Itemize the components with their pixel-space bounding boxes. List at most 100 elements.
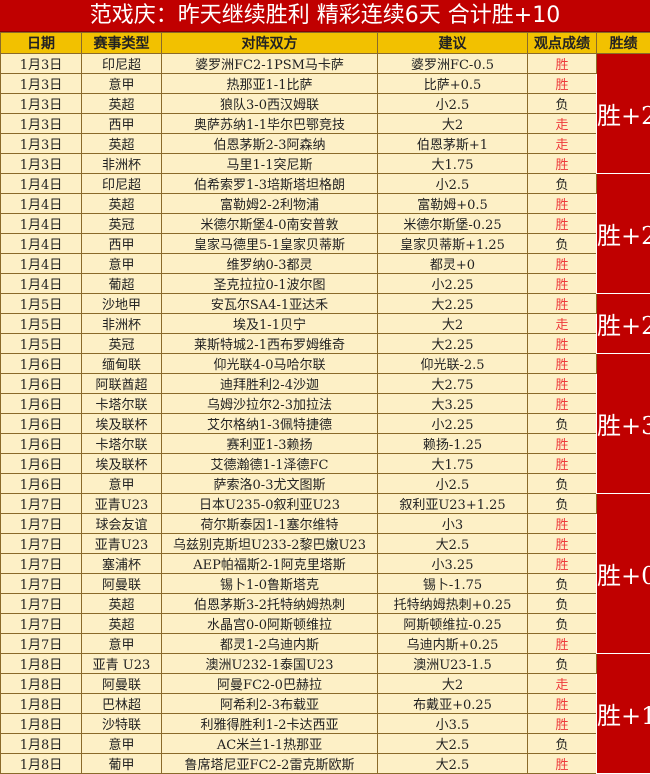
results-table: 日期 赛事类型 对阵双方 建议 观点成绩 胜绩 1月3日印尼超婆罗洲FC2-1P…: [0, 32, 650, 774]
date-cell: 1月4日: [1, 194, 82, 214]
suggestion-cell: 小3: [378, 514, 528, 534]
match-cell: 鲁席塔尼亚FC2-2雷克斯欧斯: [162, 754, 378, 774]
suggestion-cell: 米德尔斯堡-0.25: [378, 214, 528, 234]
suggestion-cell: 小2.25: [378, 274, 528, 294]
league-cell: 阿曼联: [82, 674, 162, 694]
league-cell: 埃及联杯: [82, 414, 162, 434]
result-cell: 胜: [528, 54, 597, 74]
match-cell: 奥萨苏纳1-1毕尔巴鄂竞技: [162, 114, 378, 134]
league-cell: 英超: [82, 594, 162, 614]
suggestion-cell: 大2.25: [378, 334, 528, 354]
league-cell: 英冠: [82, 334, 162, 354]
league-cell: 阿曼联: [82, 574, 162, 594]
match-cell: 乌姆沙拉尔2-3加拉法: [162, 394, 378, 414]
result-cell: 胜: [528, 294, 597, 314]
suggestion-cell: 大2.5: [378, 534, 528, 554]
suggestion-cell: 婆罗洲FC-0.5: [378, 54, 528, 74]
suggestion-cell: 大1.75: [378, 154, 528, 174]
match-cell: 富勒姆2-2利物浦: [162, 194, 378, 214]
match-cell: 锡卜1-0鲁斯塔克: [162, 574, 378, 594]
date-cell: 1月5日: [1, 294, 82, 314]
date-cell: 1月3日: [1, 154, 82, 174]
group-summary: 胜+3: [597, 354, 650, 494]
header-league: 赛事类型: [82, 33, 162, 54]
suggestion-cell: 小2.5: [378, 474, 528, 494]
result-cell: 负: [528, 594, 597, 614]
match-cell: 艾尔格纳1-3佩特捷德: [162, 414, 378, 434]
league-cell: 英超: [82, 614, 162, 634]
league-cell: 葡超: [82, 274, 162, 294]
match-cell: 莱斯特城2-1西布罗姆维奇: [162, 334, 378, 354]
match-cell: 利雅得胜利1-2卡达西亚: [162, 714, 378, 734]
match-cell: 仰光联4-0马哈尔联: [162, 354, 378, 374]
date-cell: 1月8日: [1, 694, 82, 714]
match-cell: 都灵1-2乌迪内斯: [162, 634, 378, 654]
league-cell: 意甲: [82, 734, 162, 754]
suggestion-cell: 小2.5: [378, 94, 528, 114]
result-cell: 胜: [528, 274, 597, 294]
date-cell: 1月4日: [1, 254, 82, 274]
date-cell: 1月4日: [1, 214, 82, 234]
suggestion-cell: 小2.25: [378, 414, 528, 434]
suggestion-cell: 澳洲U23-1.5: [378, 654, 528, 674]
date-cell: 1月6日: [1, 374, 82, 394]
date-cell: 1月7日: [1, 614, 82, 634]
date-cell: 1月6日: [1, 434, 82, 454]
match-cell: 萨索洛0-3尤文图斯: [162, 474, 378, 494]
result-cell: 胜: [528, 394, 597, 414]
result-cell: 走: [528, 314, 597, 334]
result-cell: 胜: [528, 434, 597, 454]
suggestion-cell: 叙利亚U23+1.25: [378, 494, 528, 514]
league-cell: 卡塔尔联: [82, 394, 162, 414]
league-cell: 亚青 U23: [82, 654, 162, 674]
league-cell: 亚青U23: [82, 494, 162, 514]
result-cell: 胜: [528, 334, 597, 354]
suggestion-cell: 都灵+0: [378, 254, 528, 274]
match-cell: 热那亚1-1比萨: [162, 74, 378, 94]
league-cell: 阿联酋超: [82, 374, 162, 394]
match-cell: AEP帕福斯2-1阿克里塔斯: [162, 554, 378, 574]
date-cell: 1月3日: [1, 74, 82, 94]
league-cell: 沙特联: [82, 714, 162, 734]
league-cell: 非洲杯: [82, 154, 162, 174]
result-cell: 胜: [528, 554, 597, 574]
date-cell: 1月8日: [1, 714, 82, 734]
suggestion-cell: 大2.25: [378, 294, 528, 314]
result-cell: 负: [528, 654, 597, 674]
match-cell: 迪拜胜利2-4沙迦: [162, 374, 378, 394]
match-cell: 皇家马德里5-1皇家贝蒂斯: [162, 234, 378, 254]
date-cell: 1月3日: [1, 114, 82, 134]
match-cell: 荷尔斯泰因1-1塞尔维特: [162, 514, 378, 534]
league-cell: 埃及联杯: [82, 454, 162, 474]
suggestion-cell: 大2.75: [378, 374, 528, 394]
match-cell: 澳洲U232-1泰国U23: [162, 654, 378, 674]
match-cell: 阿曼FC2-0巴赫拉: [162, 674, 378, 694]
result-cell: 胜: [528, 454, 597, 474]
suggestion-cell: 锡卜-1.75: [378, 574, 528, 594]
league-cell: 亚青U23: [82, 534, 162, 554]
league-cell: 西甲: [82, 114, 162, 134]
match-cell: AC米兰1-1热那亚: [162, 734, 378, 754]
suggestion-cell: 小2.5: [378, 174, 528, 194]
